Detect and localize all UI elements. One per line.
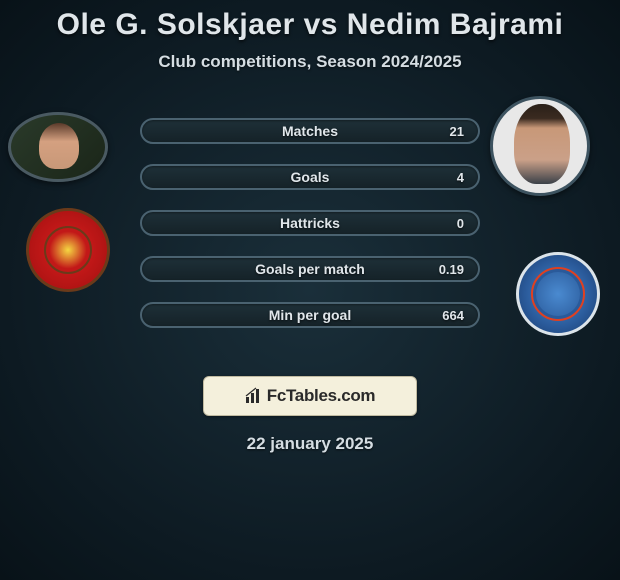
stat-label: Hattricks: [280, 215, 340, 231]
stat-label: Matches: [282, 123, 338, 139]
stat-row-matches: Matches 21: [140, 118, 480, 144]
player-left-avatar: [8, 112, 108, 182]
branding-text: FcTables.com: [267, 386, 376, 406]
main-area: Matches 21 Goals 4 Hattricks 0 Goals per…: [0, 100, 620, 360]
club-crest-left: [26, 208, 110, 292]
stat-label: Goals per match: [255, 261, 365, 277]
subtitle: Club competitions, Season 2024/2025: [0, 52, 620, 72]
club-crest-right: [516, 252, 600, 336]
stat-row-goals: Goals 4: [140, 164, 480, 190]
stat-row-hattricks: Hattricks 0: [140, 210, 480, 236]
stat-right-value: 0.19: [434, 262, 464, 277]
branding-badge: FcTables.com: [203, 376, 417, 416]
stats-list: Matches 21 Goals 4 Hattricks 0 Goals per…: [140, 118, 480, 348]
player-right-avatar: [490, 96, 590, 196]
page-title: Ole G. Solskjaer vs Nedim Bajrami: [0, 8, 620, 42]
comparison-card: Ole G. Solskjaer vs Nedim Bajrami Club c…: [0, 0, 620, 454]
stat-right-value: 4: [434, 170, 464, 185]
stat-label: Goals: [291, 169, 330, 185]
stat-right-value: 0: [434, 216, 464, 231]
date-label: 22 january 2025: [0, 434, 620, 454]
stat-right-value: 664: [434, 308, 464, 323]
stat-row-goals-per-match: Goals per match 0.19: [140, 256, 480, 282]
stat-row-min-per-goal: Min per goal 664: [140, 302, 480, 328]
bar-chart-icon: [245, 387, 263, 405]
stat-right-value: 21: [434, 124, 464, 139]
stat-label: Min per goal: [269, 307, 351, 323]
